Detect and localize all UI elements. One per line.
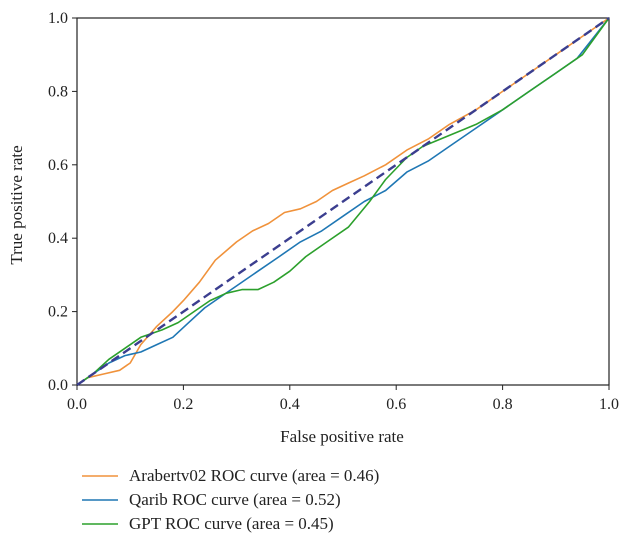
y-tick-label: 0.6 [48,157,68,174]
y-axis: 0.0 0.2 0.4 0.6 0.8 1.0 [48,10,77,394]
x-tick-label: 0.2 [173,396,193,413]
x-tick-label: 0.6 [386,396,406,413]
y-tick-label: 0.2 [48,304,68,321]
x-tick-label: 0.4 [280,396,300,413]
x-tick-label: 1.0 [599,396,619,413]
legend-label: Arabertv02 ROC curve (area = 0.46) [129,466,379,485]
x-axis: 0.0 0.2 0.4 0.6 0.8 1.0 [67,385,619,413]
series-line-2 [76,17,610,386]
x-axis-title: False positive rate [280,427,404,446]
y-axis-title: True positive rate [7,145,26,264]
legend-label: GPT ROC curve (area = 0.45) [129,514,334,533]
legend: Arabertv02 ROC curve (area = 0.46) Qarib … [82,466,379,533]
y-tick-label: 0.4 [48,230,68,247]
y-tick-label: 0.0 [48,377,68,394]
series-line-1 [76,17,610,386]
chance-diagonal-line [76,17,610,386]
y-tick-label: 1.0 [48,10,68,27]
legend-label: Qarib ROC curve (area = 0.52) [129,490,341,509]
x-tick-label: 0.8 [493,396,513,413]
x-tick-label: 0.0 [67,396,87,413]
plot-area [76,17,610,386]
y-tick-label: 0.8 [48,83,68,100]
